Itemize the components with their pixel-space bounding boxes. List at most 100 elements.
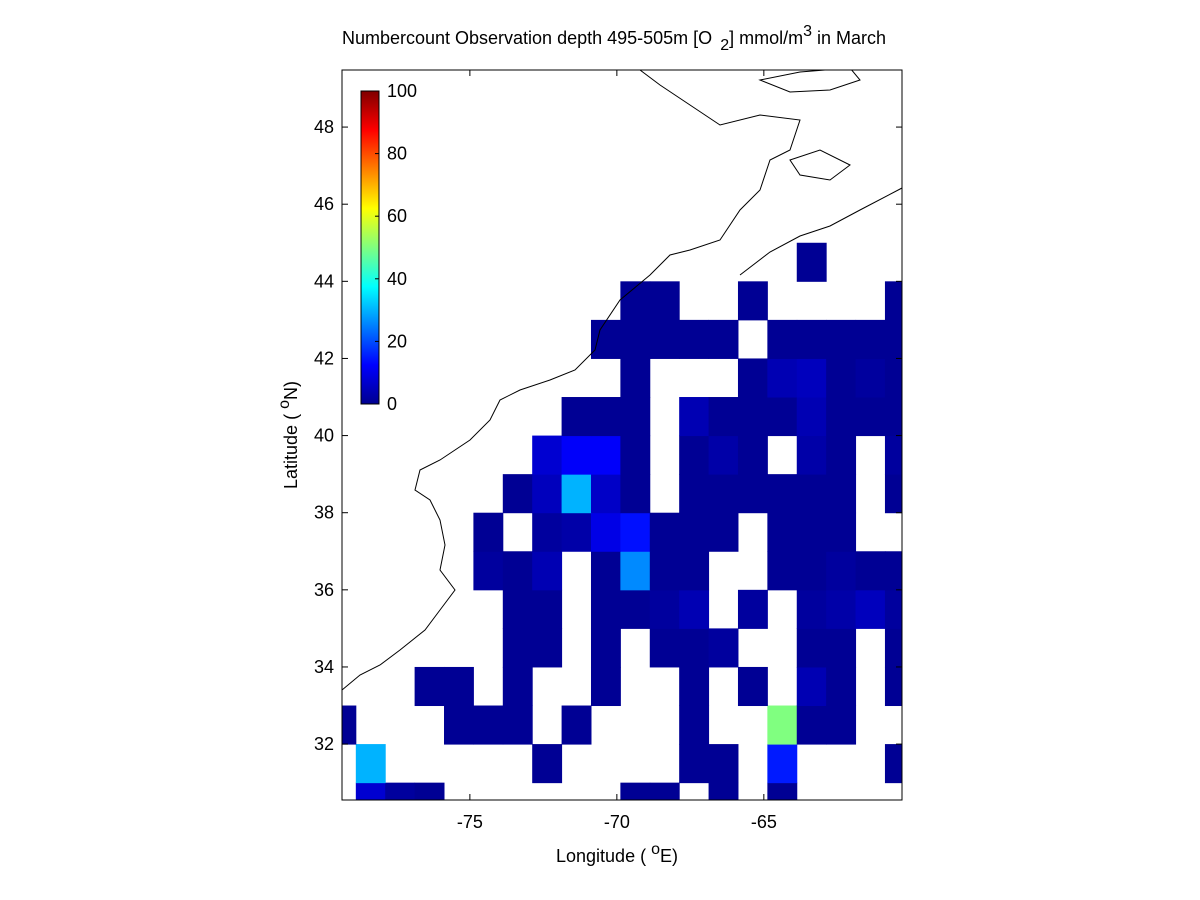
coastline [342,70,902,691]
heat-cell [708,319,739,359]
heat-cell [620,435,651,475]
colorbar-tick-label: 100 [387,81,417,101]
heat-cell [826,589,857,629]
heat-cell [767,319,798,359]
heat-cell [532,551,563,591]
heat-cell [590,551,621,591]
heat-cell [767,551,798,591]
heat-cell [796,358,827,398]
colorbar-tick-label: 0 [387,394,397,414]
heat-cell [620,589,651,629]
heat-cell [532,474,563,514]
heat-cell [532,744,563,784]
heat-cell [590,589,621,629]
heat-cell [884,628,902,668]
heat-cell [884,474,902,514]
heat-cell [826,705,857,745]
heat-cell [826,628,857,668]
heat-cell [884,551,902,591]
heat-cell [679,435,710,475]
heat-cell [796,551,827,591]
heat-cell [679,666,710,707]
heat-cell [561,474,592,514]
heat-cell [561,705,592,745]
heat-cell [620,397,651,437]
heat-cell [884,319,902,359]
heat-cell [502,551,533,591]
heat-cell [561,435,592,475]
heat-cell [826,666,857,707]
heat-cell [342,705,357,745]
heat-cell [884,358,902,398]
x-tick-label: -65 [751,812,777,832]
heat-cell [767,397,798,437]
heat-cell [826,319,857,359]
heat-cell [649,512,680,552]
heat-cell [590,666,621,707]
heatmap [342,242,902,800]
heat-cell [884,281,902,321]
heat-cell [708,512,739,552]
heat-cell [649,628,680,668]
heat-cell [620,319,651,359]
heat-cell [620,512,651,552]
heat-cell [473,705,504,745]
heat-cell [855,319,886,359]
heat-cell [561,397,592,437]
heat-cell [590,512,621,552]
colorbar-tick-label: 40 [387,269,407,289]
heat-cell [855,589,886,629]
heat-cell [679,397,710,437]
heat-cell [884,397,902,437]
heat-cell [355,744,386,784]
heat-cell [708,782,739,800]
heat-cell [796,435,827,475]
heat-cell [532,589,563,629]
heat-cell [796,666,827,707]
heat-cell [767,705,798,745]
heat-cell [884,744,902,784]
heat-cell [414,666,445,707]
y-tick-label: 48 [314,117,334,137]
heat-cell [649,551,680,591]
heat-cell [532,512,563,552]
heat-cell [679,512,710,552]
x-tick-label: -70 [604,812,630,832]
heat-cell [679,705,710,745]
heat-cell [884,589,902,629]
x-axis-label: Longitude ( oE) [556,841,678,866]
heat-cell [737,666,768,707]
heat-cell [502,705,533,745]
heat-cell [855,358,886,398]
heat-cell [796,397,827,437]
heat-cell [679,474,710,514]
heat-cell [414,782,445,800]
heat-cell [708,628,739,668]
y-tick-label: 32 [314,734,334,754]
heat-cell [737,397,768,437]
heat-cell [473,551,504,591]
heat-cell [473,512,504,552]
heat-cell [796,628,827,668]
heat-cell [385,782,416,800]
y-tick-label: 42 [314,348,334,368]
heat-cell [679,319,710,359]
chart-title: Numbercount Observation depth 495-505m [… [342,23,886,54]
heat-cell [767,474,798,514]
heat-cell [737,474,768,514]
heat-cell [590,474,621,514]
heat-cell [737,281,768,321]
heat-cell [826,474,857,514]
x-tick-label: -75 [457,812,483,832]
heat-cell [796,705,827,745]
heat-cell [826,397,857,437]
heat-cell [737,358,768,398]
heat-cell [620,358,651,398]
colorbar-tick-label: 80 [387,144,407,164]
heat-cell [649,319,680,359]
heat-cell [708,474,739,514]
heat-cell [884,666,902,707]
heat-cell [444,705,474,745]
heat-cell [767,782,798,800]
heat-cell [532,435,563,475]
